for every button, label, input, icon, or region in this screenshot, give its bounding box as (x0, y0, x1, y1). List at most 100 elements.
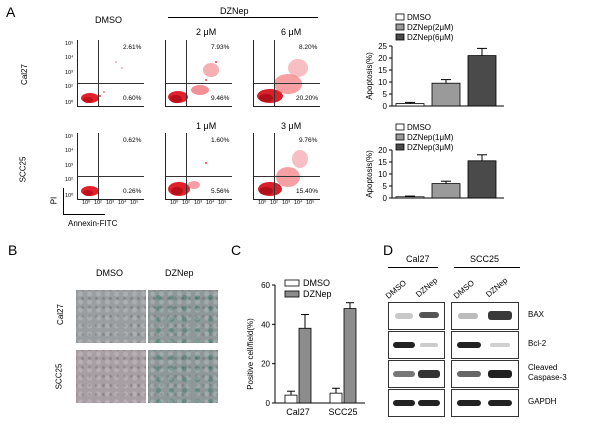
y-tick-label: 10 (378, 78, 387, 87)
flow-dots (81, 61, 123, 103)
blot-bax-cal27 (388, 302, 445, 330)
blot-group-rule-cal27 (388, 267, 438, 268)
bar (284, 394, 298, 404)
quadrant-line-h (166, 176, 232, 177)
dose-label-6um: 6 μM (281, 27, 302, 37)
scc25-3um-ur: 9.76% (299, 137, 318, 144)
x-tick: 10⁴ (118, 200, 127, 206)
panel-label-a: A (6, 4, 16, 20)
band (393, 371, 415, 377)
panel-b-row-scc25: SCC25 (54, 363, 64, 390)
x-tick: 10⁵ (130, 200, 139, 206)
quadrant-line-h (166, 83, 232, 84)
bar-chart-scc25-apoptosis: 0 5 10 15 20 Apoptosis(%) DMSODZNep(1μM)DZNep(… (365, 123, 504, 203)
y-tick-label: 60 (261, 281, 270, 290)
annexin-axis-line (63, 214, 105, 215)
y-tick: 10⁴ (65, 55, 74, 61)
bar (431, 82, 461, 107)
legend-swatch (395, 123, 405, 131)
y-tick: 10⁵ (65, 41, 74, 47)
panel-b-header-dmso: DMSO (96, 268, 123, 278)
protein-label-bax: BAX (528, 310, 545, 319)
y-tick-label: 15 (378, 158, 387, 167)
band (393, 400, 415, 406)
y-axis-label: Apoptosis(%) (365, 150, 374, 198)
y-tick-label: 20 (378, 146, 387, 155)
quadrant-line-h (254, 176, 320, 177)
quadrant-line-v (98, 133, 99, 199)
x-tick-label: SCC25 (328, 407, 357, 417)
x-tick: 10⁵ (306, 200, 315, 206)
x-tick: 10⁰ (258, 200, 267, 206)
flow-dots (257, 59, 308, 103)
legend-swatch (284, 279, 300, 287)
band (488, 400, 512, 406)
panel-label-c: C (231, 242, 242, 258)
quadrant-line-v (274, 40, 275, 106)
quadrant-line-h (78, 176, 144, 177)
legend-label: DMSO (303, 278, 330, 288)
lane-label: DMSO (383, 278, 409, 301)
flow-plot-scc25-dznep-1um (165, 133, 232, 200)
quadrant-line-h (254, 83, 320, 84)
flow-plot-cal27-dznep-6um (253, 40, 320, 107)
scc25-3um-lr: 15.40% (296, 188, 319, 195)
lane-label: DZNep (414, 275, 440, 300)
lane-label: DMSO (451, 278, 477, 301)
bar (298, 327, 312, 404)
legend-label: DZNep(2μM) (407, 23, 454, 32)
band (457, 371, 481, 377)
lane-label: DZNep (484, 275, 510, 300)
y-tick: 10⁴ (65, 148, 74, 154)
legend-swatch (395, 33, 405, 41)
bar (395, 103, 425, 107)
protein-label-bcl2: Bcl-2 (528, 339, 547, 348)
blot-group-cal27: Cal27 (406, 254, 430, 264)
band (488, 370, 512, 378)
flow-dots (168, 61, 219, 103)
band (458, 313, 478, 319)
blot-bcl2-cal27 (388, 331, 445, 359)
x-tick: 10³ (194, 200, 202, 206)
micrograph-scc25-dmso (76, 350, 146, 403)
quadrant-line-h (78, 83, 144, 84)
x-tick-label: Cal27 (286, 407, 310, 417)
legend-swatch (395, 23, 405, 31)
flow-plot-cal27-dmso (77, 40, 144, 107)
band (419, 312, 439, 318)
blot-caspase3-cal27 (388, 360, 445, 388)
legend-label: DZNep(3μM) (407, 143, 454, 152)
scc25-1um-lr: 5.56% (211, 188, 230, 195)
y-tick: 10⁵ (65, 134, 74, 140)
band (395, 313, 413, 319)
legend-label: DZNep(6μM) (407, 33, 454, 42)
blot-caspase3-scc25 (451, 360, 519, 388)
y-tick-label: 40 (261, 320, 270, 329)
flow-plot-scc25-dznep-3um (253, 133, 320, 200)
band (457, 342, 481, 348)
y-axis-label: Apoptosis(%) (365, 52, 374, 100)
y-tick: 10⁰ (65, 100, 74, 106)
pi-axis-line (63, 188, 64, 214)
y-tick-label: 5 (383, 90, 388, 99)
band (393, 342, 415, 348)
dose-label-3um: 3 μM (281, 121, 302, 131)
blot-bax-scc25 (451, 302, 519, 330)
scc25-dmso-ur: 0.62% (123, 137, 142, 144)
bar-chart-positive-cells: 0 20 40 60 Positive cell/field(%) Cal27 SCC25 D… (246, 278, 365, 417)
panel-label-d: D (383, 242, 394, 258)
micrograph-cal27-dmso (76, 290, 146, 343)
quadrant-line-v (274, 133, 275, 199)
cal27-dmso-lr: 0.60% (123, 95, 142, 102)
blot-group-rule-scc25 (454, 267, 520, 268)
band (418, 370, 440, 378)
quadrant-line-v (186, 133, 187, 199)
y-tick-label: 25 (378, 42, 387, 51)
y-tick-label: 15 (378, 66, 387, 75)
y-axis-label: Positive cell/field(%) (246, 318, 255, 390)
cal27-6um-lr: 20.20% (296, 95, 319, 102)
band (418, 400, 440, 406)
bar (431, 183, 461, 199)
micrograph-scc25-dznep (148, 350, 218, 403)
x-tick: 10⁰ (170, 200, 179, 206)
